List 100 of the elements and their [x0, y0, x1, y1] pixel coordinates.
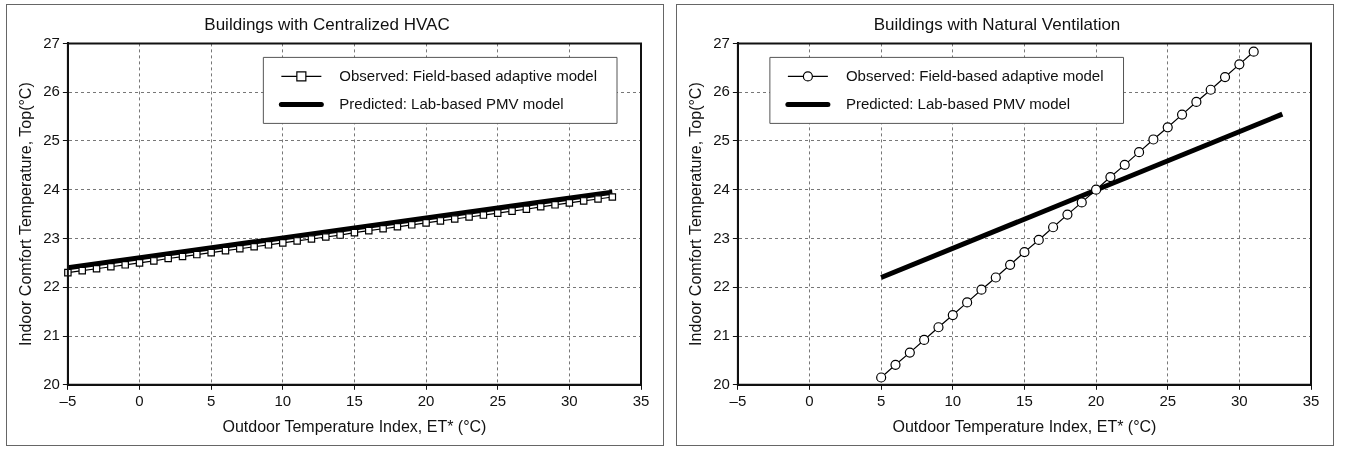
chart-title: Buildings with Centralized HVAC: [204, 14, 450, 34]
point: [264, 241, 273, 249]
x-tick-label: 20: [1087, 391, 1105, 409]
x-tick-label: 35: [632, 391, 650, 409]
y-tick-label: 20: [713, 374, 730, 392]
point: [608, 193, 617, 201]
x-tick-label: 35: [1302, 391, 1320, 409]
x-tick-label: 0: [135, 391, 144, 409]
y-tick-label: 21: [713, 326, 730, 344]
point: [1205, 84, 1216, 95]
point: [407, 221, 416, 229]
point: [1248, 46, 1259, 57]
y-axis-title: Indoor Comfort Temperature, Top(°C): [687, 82, 705, 346]
point: [450, 215, 459, 223]
point: [1219, 71, 1231, 83]
x-tick-label: 30: [1231, 391, 1248, 409]
y-tick-label: 23: [43, 228, 60, 246]
point: [479, 211, 488, 219]
point: [436, 217, 445, 225]
x-tick-label: 15: [1016, 391, 1033, 409]
legend-label: Predicted: Lab-based PMV model: [339, 94, 564, 112]
x-tick-label: 5: [876, 391, 886, 409]
legend-label: Predicted: Lab-based PMV model: [845, 94, 1071, 112]
point: [107, 262, 115, 271]
y-tick-label: 22: [713, 277, 730, 295]
chart-title: Buildings with Natural Ventilation: [873, 14, 1121, 34]
point: [135, 259, 144, 267]
point: [890, 359, 901, 370]
point: [1119, 159, 1130, 170]
point: [121, 261, 129, 269]
point: [1162, 122, 1173, 133]
point: [1048, 222, 1059, 233]
x-tick-label: 20: [417, 391, 435, 409]
point: [933, 322, 944, 333]
x-tick-label: 10: [944, 391, 962, 409]
y-tick-label: 21: [43, 326, 60, 344]
point: [919, 334, 930, 346]
x-tick-label: 0: [805, 391, 814, 409]
y-tick-label: 24: [713, 179, 730, 197]
point: [1105, 171, 1116, 183]
point: [594, 195, 602, 203]
x-tick-label: 25: [489, 391, 507, 409]
point: [207, 248, 215, 257]
point: [876, 372, 887, 383]
point: [990, 272, 1001, 283]
x-tick-label: 25: [1159, 391, 1177, 409]
point: [1076, 197, 1087, 208]
point: [293, 237, 301, 245]
y-tick-label: 20: [43, 374, 60, 392]
point: [565, 199, 574, 207]
point: [465, 213, 473, 221]
point: [1019, 247, 1030, 258]
point: [1176, 109, 1188, 120]
point: [579, 197, 588, 205]
y-tick-label: 25: [43, 131, 60, 149]
point: [904, 347, 915, 358]
point: [78, 266, 86, 275]
point: [422, 219, 430, 227]
point: [307, 235, 316, 243]
y-tick-label: 23: [713, 228, 730, 246]
y-tick-label: 25: [713, 131, 730, 149]
point: [508, 207, 516, 215]
point: [250, 243, 258, 251]
x-tick-label: 15: [346, 391, 363, 409]
y-axis-title: Indoor Comfort Temperature, Top(°C): [17, 82, 35, 346]
point: [322, 233, 330, 241]
x-tick-label: –5: [59, 391, 77, 409]
point: [1090, 184, 1102, 195]
point: [336, 231, 344, 239]
y-tick-label: 27: [713, 33, 730, 51]
legend-label: Observed: Field-based adaptive model: [339, 66, 598, 84]
point: [164, 254, 172, 263]
point: [279, 239, 287, 247]
y-tick-label: 27: [43, 33, 60, 51]
x-axis-title: Outdoor Temperature Index, ET* (°C): [892, 417, 1157, 435]
x-tick-label: 10: [274, 391, 292, 409]
point: [150, 257, 158, 265]
point: [393, 223, 402, 231]
point: [1062, 209, 1073, 220]
point: [92, 264, 101, 273]
y-tick-label: 26: [713, 82, 730, 100]
point: [493, 209, 502, 217]
x-tick-label: 5: [206, 391, 216, 409]
x-axis-title: Outdoor Temperature Index, ET* (°C): [222, 417, 487, 435]
point: [1133, 147, 1145, 158]
point: [947, 309, 958, 321]
y-tick-label: 26: [43, 82, 60, 100]
point: [522, 205, 531, 214]
point: [1033, 234, 1044, 246]
point: [536, 203, 545, 211]
point: [1234, 59, 1245, 70]
y-tick-label: 24: [43, 179, 60, 197]
point: [962, 297, 973, 308]
y-tick-label: 22: [43, 277, 60, 295]
point: [1005, 259, 1016, 270]
point: [976, 284, 987, 295]
x-tick-label: 30: [561, 391, 578, 409]
point: [551, 201, 559, 209]
point: [221, 246, 230, 255]
point: [1148, 134, 1159, 145]
